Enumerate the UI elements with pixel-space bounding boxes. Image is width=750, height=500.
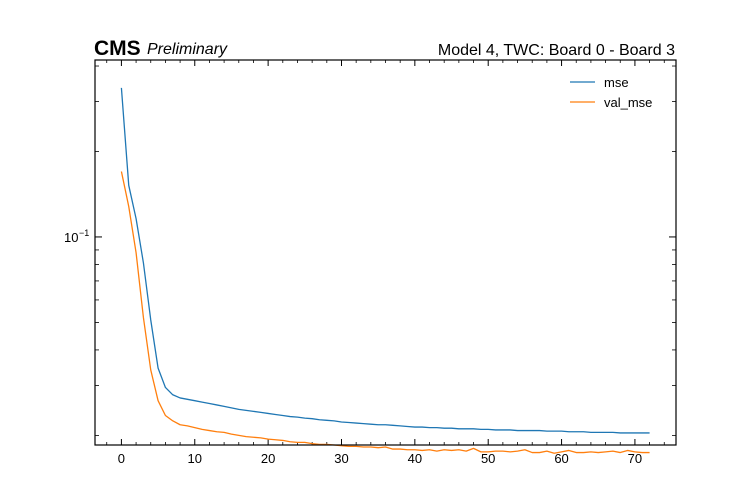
x-tick-label: 30 <box>334 451 348 466</box>
x-tick-label: 20 <box>261 451 275 466</box>
series-line-mse <box>120 87 650 434</box>
x-tick-label: 70 <box>628 451 642 466</box>
plot-frame <box>94 59 677 446</box>
x-tick-label: 60 <box>554 451 568 466</box>
legend: mse val_mse <box>570 75 652 110</box>
chart-right-title: Model 4, TWC: Board 0 - Board 3 <box>438 42 675 59</box>
cms-label: CMS <box>94 37 141 60</box>
y-tick-label-exponent: −1 <box>79 228 89 238</box>
legend-label-mse: mse <box>604 75 629 90</box>
legend-label-val-mse: val_mse <box>604 95 652 110</box>
series-line-val-mse <box>120 171 650 454</box>
x-tick-label: 50 <box>481 451 495 466</box>
x-tick-label: 0 <box>118 451 125 466</box>
preliminary-label: Preliminary <box>147 41 228 58</box>
x-tick-label: 10 <box>188 451 202 466</box>
x-tick-label: 40 <box>408 451 422 466</box>
y-tick-label-base: 10 <box>64 230 78 245</box>
